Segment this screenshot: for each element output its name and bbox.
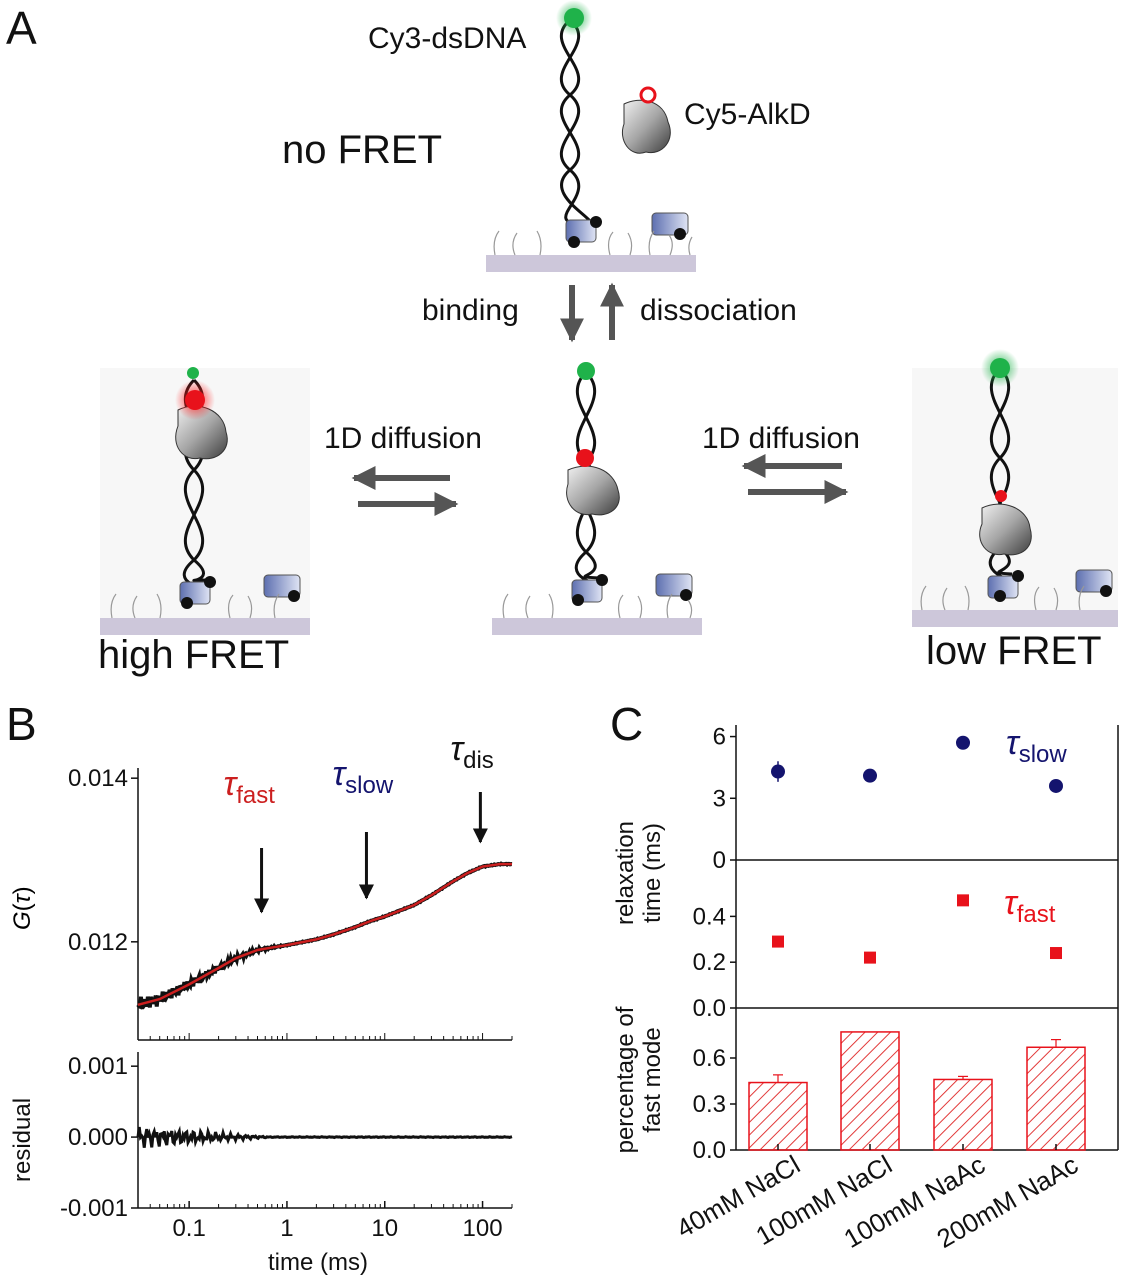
scene-low-fret (912, 349, 1118, 627)
b-ylabel-gtau: G(τ) (9, 886, 36, 930)
c-ylabel-line1: relaxation (612, 821, 639, 925)
scene-center (492, 362, 702, 635)
alkd-protein-right (979, 503, 1032, 556)
b-xtick-label: 10 (371, 1215, 398, 1242)
c-top-ytick-label: 0 (713, 847, 726, 874)
anchor-left-1 (179, 576, 216, 609)
c-top-ytick-label: 6 (713, 724, 726, 751)
b-res-ytick-label: 0.000 (68, 1124, 128, 1151)
panel-b-label: B (6, 698, 37, 750)
no-fret-label: no FRET (282, 128, 442, 172)
alkd-protein-top (622, 99, 671, 154)
b-annot-tau-fast: τfast (224, 765, 276, 809)
c-tau-slow-label: τslow (1006, 724, 1067, 768)
panel-c-label: C (610, 698, 643, 750)
c-fast-point (864, 951, 876, 964)
b-annot-tau-dis: τdis (450, 730, 493, 774)
b-xtick-label: 100 (463, 1215, 503, 1242)
anchor-top-2 (651, 212, 689, 240)
panel-a-label: A (6, 2, 37, 54)
anchor-center-2 (655, 573, 693, 601)
cy3-dye-left (187, 367, 199, 379)
b-top-ytick-label: 0.012 (68, 929, 128, 956)
c-bar-ylabel-line2: fast mode (639, 1027, 666, 1132)
b-annot-tau-slow: τslow (332, 755, 393, 799)
c-mid-ytick-label: 0.4 (693, 903, 726, 930)
c-ylabel-line2: time (ms) (639, 823, 666, 923)
surface-top (486, 255, 696, 272)
low-fret-label: low FRET (926, 629, 1102, 673)
b-res-ytick-label: -0.001 (60, 1195, 128, 1222)
anchor-right-1 (987, 570, 1024, 602)
c-tau-fast-label: τfast (1004, 884, 1056, 928)
c-bar (933, 1078, 993, 1151)
alkd-protein-center (566, 465, 620, 516)
c-fast-point (772, 935, 784, 948)
b-residual-trace (136, 1125, 513, 1148)
c-bar-ytick-label: 0.3 (693, 1091, 726, 1118)
c-top-ytick-label: 3 (713, 785, 726, 812)
anchor-right-2 (1075, 569, 1113, 597)
diffusion-left-label: 1D diffusion (324, 422, 482, 455)
cy5-label: Cy5-AlkD (684, 98, 811, 131)
anchor-center-1 (571, 574, 608, 606)
surface-center (492, 618, 702, 635)
dissociation-label: dissociation (640, 294, 797, 327)
c-bar (840, 1031, 900, 1151)
c-fast-point (957, 894, 969, 907)
anchor-left-2 (263, 574, 301, 602)
b-ylabel-residual: residual (9, 1098, 36, 1182)
b-fit-curve (137, 862, 512, 1007)
cy3-dye-center (577, 362, 595, 380)
c-bar (748, 1081, 808, 1151)
b-xtick-label: 1 (280, 1215, 293, 1242)
cy5-dye-right (995, 490, 1007, 502)
b-res-ytick-label: 0.001 (68, 1053, 128, 1080)
b-xlabel: time (ms) (268, 1249, 368, 1276)
diffusion-right-label: 1D diffusion (702, 422, 860, 455)
c-bar-ytick-label: 0.0 (693, 1137, 726, 1164)
cy5-dye-center (576, 449, 594, 467)
c-bar-ytick-label: 0.6 (693, 1045, 726, 1072)
surface-left (100, 618, 310, 635)
anchor-top-1 (565, 216, 602, 248)
high-fret-label: high FRET (98, 633, 289, 677)
c-bar (1026, 1046, 1086, 1151)
b-xtick-label: 0.1 (172, 1215, 205, 1242)
cy3-label: Cy3-dsDNA (368, 22, 526, 55)
cy3-dye-top (564, 8, 584, 28)
cy5-dye-unbound (639, 86, 657, 104)
surface-right (912, 610, 1118, 627)
c-slow-point (771, 764, 785, 779)
binding-label: binding (422, 294, 519, 327)
c-fast-point (1050, 947, 1062, 960)
c-slow-point (863, 768, 877, 783)
c-slow-point (1049, 778, 1063, 793)
dna-helix-top (560, 18, 593, 227)
cy3-dye-right (990, 358, 1010, 378)
cy5-dye-left (185, 390, 205, 410)
c-mid-ytick-label: 0.2 (693, 949, 726, 976)
c-slow-point (956, 735, 970, 750)
c-mid-ytick-label: 0.0 (693, 995, 726, 1022)
scene-high-fret (100, 367, 310, 635)
scene-top (486, 0, 696, 272)
c-bar-ylabel-line1: percentage of (612, 1006, 639, 1153)
b-top-ytick-label: 0.014 (68, 765, 128, 792)
panel-b-plots: 0.012 0.014 τfast τslow τdis 0.001 0.000 -0.001… (60, 730, 513, 1242)
